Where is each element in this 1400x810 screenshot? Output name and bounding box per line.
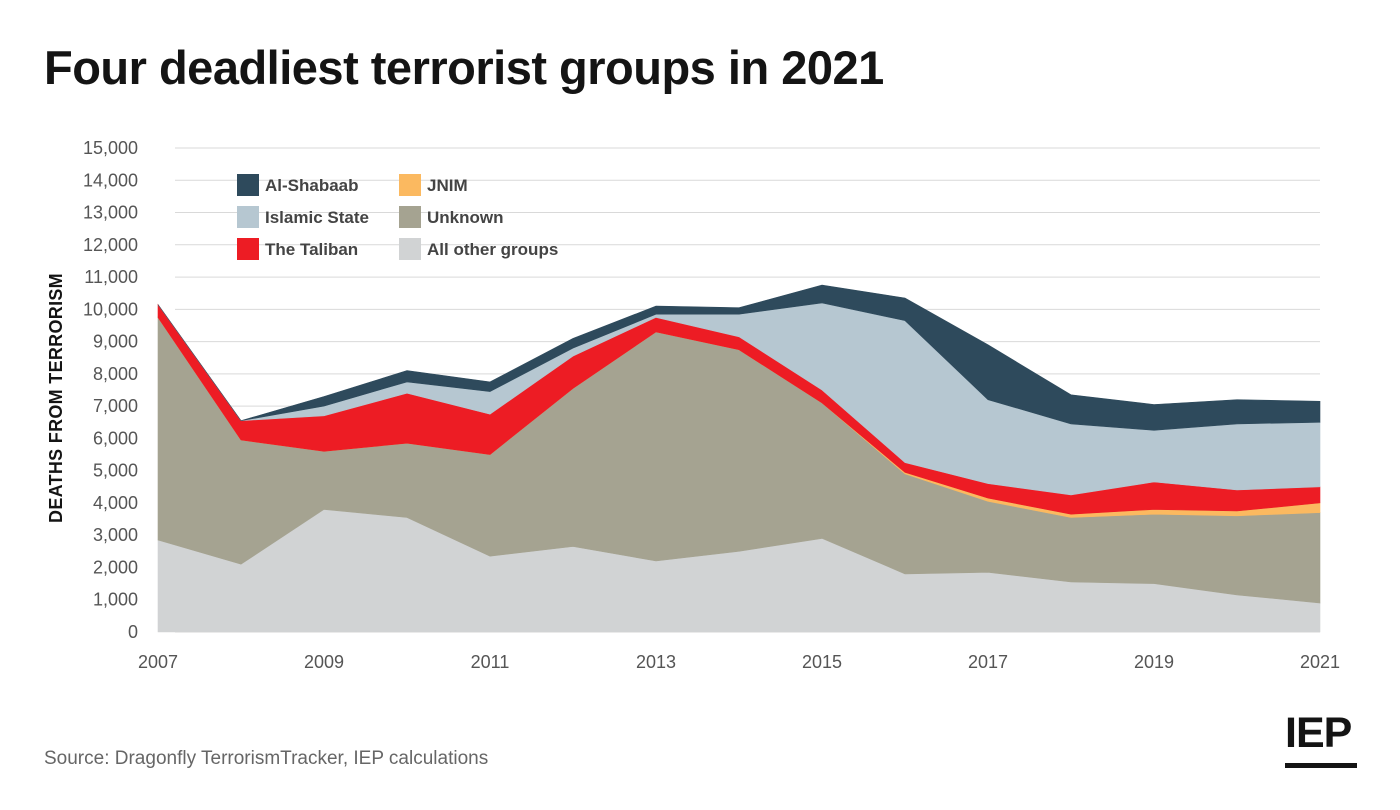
x-axis-ticks: 2007 2009 2011 2013 2015 2017 2019 2021 [138, 652, 1340, 672]
y-tick-label: 13,000 [83, 203, 138, 223]
legend-item-unknown: Unknown [399, 206, 504, 228]
legend-item-islamic-state: Islamic State [237, 206, 369, 228]
y-tick-label: 15,000 [83, 138, 138, 158]
legend-label: Islamic State [265, 208, 369, 227]
legend-swatch [399, 206, 421, 228]
y-tick-label: 11,000 [84, 267, 138, 287]
legend-label: Unknown [427, 208, 504, 227]
x-tick-label: 2021 [1300, 652, 1340, 672]
legend-swatch [237, 206, 259, 228]
y-tick-label: 4,000 [93, 493, 138, 513]
x-tick-label: 2011 [471, 652, 510, 672]
y-tick-label: 9,000 [93, 332, 138, 352]
y-tick-label: 7,000 [93, 396, 138, 416]
x-tick-label: 2007 [138, 652, 178, 672]
y-tick-label: 12,000 [83, 235, 138, 255]
legend: Al-Shabaab JNIM Islamic State Unknown The Ta… [237, 174, 558, 260]
y-tick-label: 6,000 [93, 428, 138, 448]
legend-item-all-other-groups: All other groups [399, 238, 558, 260]
legend-item-the-taliban: The Taliban [237, 238, 358, 260]
x-tick-label: 2013 [636, 652, 676, 672]
x-tick-label: 2015 [802, 652, 842, 672]
y-tick-label: 5,000 [93, 461, 138, 481]
chart-title: Four deadliest terrorist groups in 2021 [44, 41, 884, 94]
legend-swatch [399, 174, 421, 196]
area-al-shabaab [157, 284, 1321, 431]
y-axis-ticks: 0 1,000 2,000 3,000 4,000 5,000 6,000 7,000 8,00… [83, 138, 138, 642]
y-tick-label: 0 [128, 622, 138, 642]
x-tick-label: 2009 [304, 652, 344, 672]
legend-swatch [237, 238, 259, 260]
x-tick-label: 2019 [1134, 652, 1174, 672]
y-tick-label: 14,000 [83, 170, 138, 190]
source-note: Source: Dragonfly TerrorismTracker, IEP … [44, 748, 489, 769]
legend-label: Al-Shabaab [265, 176, 359, 195]
legend-label: JNIM [427, 176, 468, 195]
logo-text: IEP [1285, 709, 1352, 757]
y-tick-label: 3,000 [93, 525, 138, 545]
y-tick-label: 1,000 [93, 590, 138, 610]
legend-item-jnim: JNIM [399, 174, 468, 196]
logo-underline [1285, 763, 1357, 768]
y-tick-label: 10,000 [83, 299, 138, 319]
area-series [157, 284, 1321, 633]
legend-label: All other groups [427, 240, 558, 259]
legend-swatch [237, 174, 259, 196]
legend-swatch [399, 238, 421, 260]
legend-label: The Taliban [265, 240, 358, 259]
y-tick-label: 2,000 [93, 557, 138, 577]
y-tick-label: 8,000 [93, 364, 138, 384]
legend-item-al-shabaab: Al-Shabaab [237, 174, 359, 196]
iep-logo: IEP [1285, 712, 1357, 768]
y-axis-label: DEATHS FROM TERRORISM [46, 273, 66, 523]
x-tick-label: 2017 [968, 652, 1008, 672]
